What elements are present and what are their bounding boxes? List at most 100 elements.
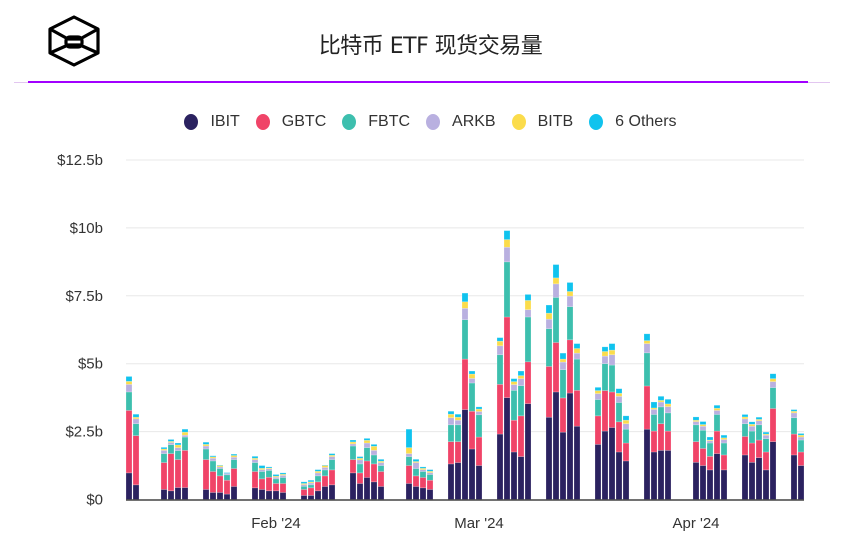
bar-segment-gbtc: [132, 435, 140, 486]
bar-segment-fbtc: [657, 406, 665, 425]
bar-segment-arkb: [762, 434, 770, 439]
bar-segment-gbtc: [230, 468, 238, 487]
bar-segment-fbtc: [272, 478, 280, 484]
bar-segment-gbtc: [643, 385, 651, 430]
bar-segment-arkb: [160, 450, 168, 454]
bar-segment-gbtc: [510, 419, 518, 453]
legend-item-arkb[interactable]: ARKB: [426, 113, 496, 131]
bar-segment-arkb: [517, 378, 525, 386]
bar-segment-bitb: [692, 419, 700, 422]
header-divider: [28, 81, 808, 83]
bar-segment-ibit: [370, 481, 378, 500]
bar-segment-ibit: [468, 448, 476, 500]
bar-segment-ibit: [559, 431, 567, 500]
bar-segment-6-others: [314, 469, 322, 472]
bar-segment-fbtc: [125, 391, 133, 411]
bar-segment-gbtc: [328, 469, 336, 486]
legend-item-ibit[interactable]: IBIT: [184, 113, 240, 131]
bar-segment-gbtc: [202, 459, 210, 490]
bar-segment-6-others: [370, 444, 378, 447]
x-tick-label: Mar '24: [454, 515, 504, 532]
bar-segment-arkb: [741, 418, 749, 425]
bar-segment-ibit: [615, 451, 623, 500]
bar-segment-arkb: [230, 456, 238, 460]
bar-segment-fbtc: [132, 423, 140, 436]
bar-segment-6-others: [475, 406, 483, 410]
bar-segment-ibit: [706, 469, 714, 500]
bar-segment-arkb: [314, 472, 322, 477]
bar-segment-fbtc: [181, 436, 189, 451]
bar-segment-bitb: [552, 277, 560, 285]
bar-segment-ibit: [769, 441, 777, 500]
bar-segment-arkb: [748, 425, 756, 432]
bar-segment-ibit: [790, 454, 798, 500]
bar-segment-ibit: [461, 409, 469, 500]
bar-segment-ibit: [608, 427, 616, 500]
bar-segment-arkb: [594, 393, 602, 400]
bar-segment-6-others: [125, 376, 133, 382]
bar-segment-6-others: [468, 370, 476, 375]
bar-segment-6-others: [216, 464, 224, 466]
bar-segment-gbtc: [720, 454, 728, 471]
bar-segment-gbtc: [174, 459, 182, 488]
legend-item-fbtc[interactable]: FBTC: [342, 113, 410, 131]
bar-segment-6-others: [594, 387, 602, 391]
legend-item-bitb[interactable]: BITB: [511, 113, 573, 131]
bar-segment-ibit: [475, 465, 483, 500]
bar-segment-arkb: [657, 401, 665, 408]
bar-segment-6-others: [573, 343, 581, 349]
legend-swatch: [589, 114, 604, 130]
bar-segment-arkb: [475, 411, 483, 416]
bar-segment-arkb: [328, 456, 336, 460]
bar-segment-gbtc: [272, 483, 280, 492]
bar-segment-gbtc: [412, 475, 420, 487]
legend-item-6-others[interactable]: 6 Others: [589, 113, 677, 131]
bar-segment-ibit: [524, 403, 532, 500]
bar-segment-arkb: [496, 345, 504, 356]
bar-segment-gbtc: [363, 460, 371, 478]
bar-segment-6-others: [503, 230, 511, 240]
bar-segment-arkb: [461, 307, 469, 321]
bar-segment-fbtc: [797, 439, 805, 453]
bar-segment-6-others: [447, 410, 455, 415]
bar-segment-fbtc: [377, 465, 385, 472]
bar-segment-6-others: [566, 282, 574, 292]
bar-segment-gbtc: [748, 442, 756, 463]
bar-segment-fbtc: [160, 453, 168, 463]
bar-segment-ibit: [160, 489, 168, 500]
bar-segment-arkb: [321, 467, 329, 471]
bar-segment-6-others: [622, 415, 630, 421]
bar-segment-arkb: [601, 355, 609, 365]
legend-item-gbtc[interactable]: GBTC: [255, 113, 326, 131]
bar-segment-6-others: [517, 370, 525, 376]
bar-segment-bitb: [545, 312, 553, 320]
bar-segment-gbtc: [216, 475, 224, 493]
legend: IBIT GBTC FBTC ARKB BITB 6 Others: [0, 113, 861, 131]
bar-segment-arkb: [699, 425, 707, 431]
bar-segment-gbtc: [594, 415, 602, 445]
bar-segment-ibit: [181, 487, 189, 500]
bar-segment-6-others: [657, 395, 665, 401]
bar-segment-6-others: [699, 421, 707, 425]
bar-segment-arkb: [468, 378, 476, 384]
bar-segment-gbtc: [713, 430, 721, 454]
bar-segment-6-others: [349, 439, 357, 443]
bar-segment-fbtc: [664, 412, 672, 432]
bar-segment-gbtc: [426, 479, 434, 490]
bar-segment-arkb: [797, 436, 805, 441]
bar-segment-fbtc: [748, 430, 756, 444]
bar-segment-6-others: [272, 474, 280, 477]
bar-segment-gbtc: [608, 391, 616, 428]
bar-segment-bitb: [664, 403, 672, 407]
bar-segment-6-others: [797, 433, 805, 436]
bar-segment-6-others: [419, 466, 427, 469]
bar-segment-arkb: [363, 442, 371, 448]
bar-segment-arkb: [279, 475, 287, 478]
bar-segment-ibit: [748, 461, 756, 500]
bar-segment-bitb: [566, 291, 574, 297]
bar-segment-gbtc: [279, 483, 287, 493]
bar-segment-6-others: [426, 469, 434, 472]
bar-segment-ibit: [545, 416, 553, 500]
bar-segment-fbtc: [713, 414, 721, 432]
bar-segment-6-others: [258, 465, 266, 469]
